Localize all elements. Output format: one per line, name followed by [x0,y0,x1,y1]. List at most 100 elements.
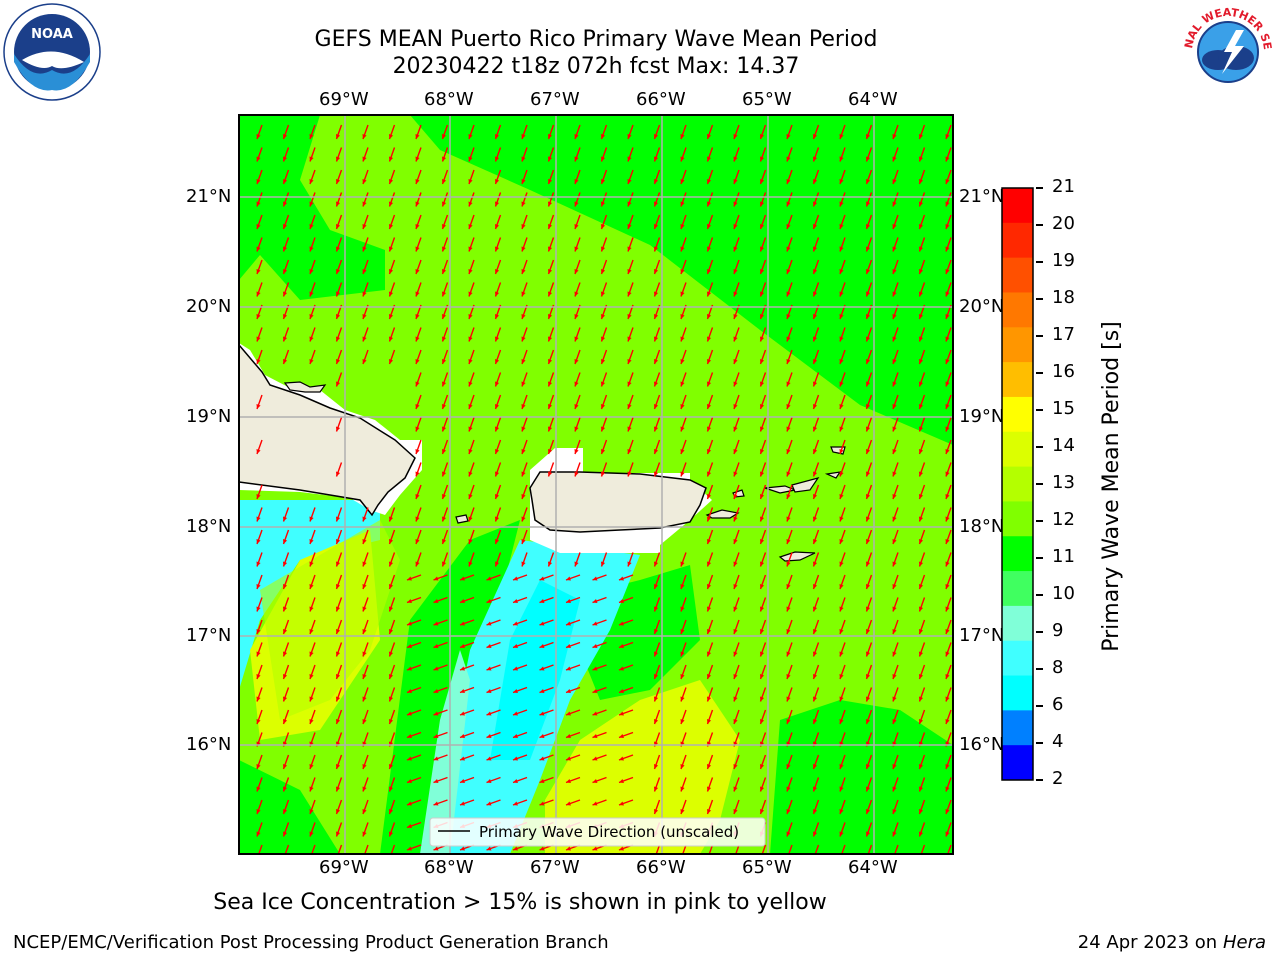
wave-arrow-head [335,539,341,544]
wave-arrow-head [362,809,367,814]
wave-arrow-head [839,381,844,387]
wave-arrow [788,844,793,854]
wave-arrow-head [653,561,659,567]
wave-arrow-head [256,156,261,162]
wave-arrow-head [362,246,367,252]
wave-arrow-head [733,179,738,184]
wave-arrow-head [494,269,500,274]
wave-arrow-head [486,643,492,649]
colorbar-segment [1002,396,1033,433]
wave-arrow-head [574,179,579,184]
wave-arrow-head [865,674,871,679]
wave-arrow-head [521,561,526,567]
wave-arrow-head [433,778,439,784]
wave-arrow-head [892,336,897,342]
wave-arrow-head [407,778,412,784]
wave-arrow-head [786,314,791,319]
wave-arrow-head [733,561,738,567]
wave-arrow-head [566,846,571,851]
wave-arrow [364,844,369,854]
wave-arrow-head [433,711,439,716]
wave-arrow-head [706,809,712,814]
wave-arrow-head [706,134,712,139]
wave-arrow-head [282,224,288,229]
colorbar-tick-mark [1036,779,1043,781]
wave-arrow-head [759,561,765,567]
wave-arrow-head [680,224,685,229]
wave-arrow-head [309,719,314,724]
wave-arrow-head [892,314,897,319]
wave-arrow-head [468,179,473,184]
wave-arrow-head [513,756,518,761]
wave-arrow-head [566,643,571,649]
wave-arrow-head [680,156,685,162]
wave-arrow-head [513,711,518,716]
wave-arrow-head [706,584,712,589]
wave-arrow-head [388,561,394,567]
wave-arrow-head [256,561,261,567]
wave-arrow-head [865,449,871,454]
wave-arrow-head [733,494,738,499]
wave-arrow-head [786,809,791,814]
hispaniola-land [239,343,416,517]
wave-arrow-head [706,786,712,792]
colorbar-tick-mark [1036,705,1043,707]
colorbar-segment [1002,222,1033,259]
lon-label-top: 69°W [319,89,369,110]
wave-arrow-head [362,584,367,589]
wave-arrow-head [574,224,579,229]
wave-arrow-head [486,778,492,784]
wave-arrow-head [918,584,924,589]
wave-arrow-head [335,809,341,814]
wave-arrow-head [600,269,606,274]
wave-arrow-head [309,561,314,567]
wave-arrow-head [812,584,818,589]
wave-arrow-head [335,719,341,724]
wave-arrow-head [468,291,473,297]
wave-arrow-head [407,756,412,761]
wave-arrow-head [680,786,685,792]
wave-arrow-head [653,404,659,409]
wave-arrow-head [362,516,367,522]
wave-arrow-head [441,359,447,364]
wave-arrow-head [812,314,818,319]
wave-arrow-head [282,134,288,139]
wave-arrow-head [468,134,473,139]
wave-arrow-head [600,134,606,139]
wave-arrow-head [547,359,553,364]
wave-arrow-head [486,666,492,671]
wave-arrow-head [706,719,712,724]
wave-arrow-head [415,246,420,252]
colorbar-tick-label: 11 [1052,546,1075,567]
lat-label-right: 21°N [959,186,1005,207]
wave-arrow-head [494,224,500,229]
wave-arrow-head [415,404,420,409]
wave-arrow-head [362,786,367,792]
wave-arrow-head [653,629,659,634]
wave-arrow-head [494,561,500,567]
wave-arrow-head [256,809,261,814]
wave-arrow-head [388,539,394,544]
wave-arrow-head [441,201,447,207]
wave-arrow-head [415,561,420,567]
wave-arrow-head [521,246,526,252]
wave-arrow-head [486,846,492,851]
wave-arrow-head [388,246,394,252]
wave-arrow-head [468,314,473,319]
wave-arrow-head [441,314,447,319]
wave-arrow-head [680,246,685,252]
wave-arrow-head [812,269,818,274]
wave-arrow-head [486,756,492,761]
wave-arrow-head [865,201,871,207]
colorbar-tick-label: 14 [1052,435,1075,456]
lat-label-left: 17°N [186,625,232,646]
wave-arrow-head [892,651,897,657]
wave-arrow-head [839,404,844,409]
wave-arrow-head [918,629,924,634]
wave-arrow-head [619,666,624,671]
wave-arrow-head [468,516,473,522]
wave-arrow-head [812,606,818,612]
wave-arrow-head [839,674,844,679]
colorbar-tick-label: 16 [1052,361,1075,382]
wave-arrow-head [812,426,818,432]
